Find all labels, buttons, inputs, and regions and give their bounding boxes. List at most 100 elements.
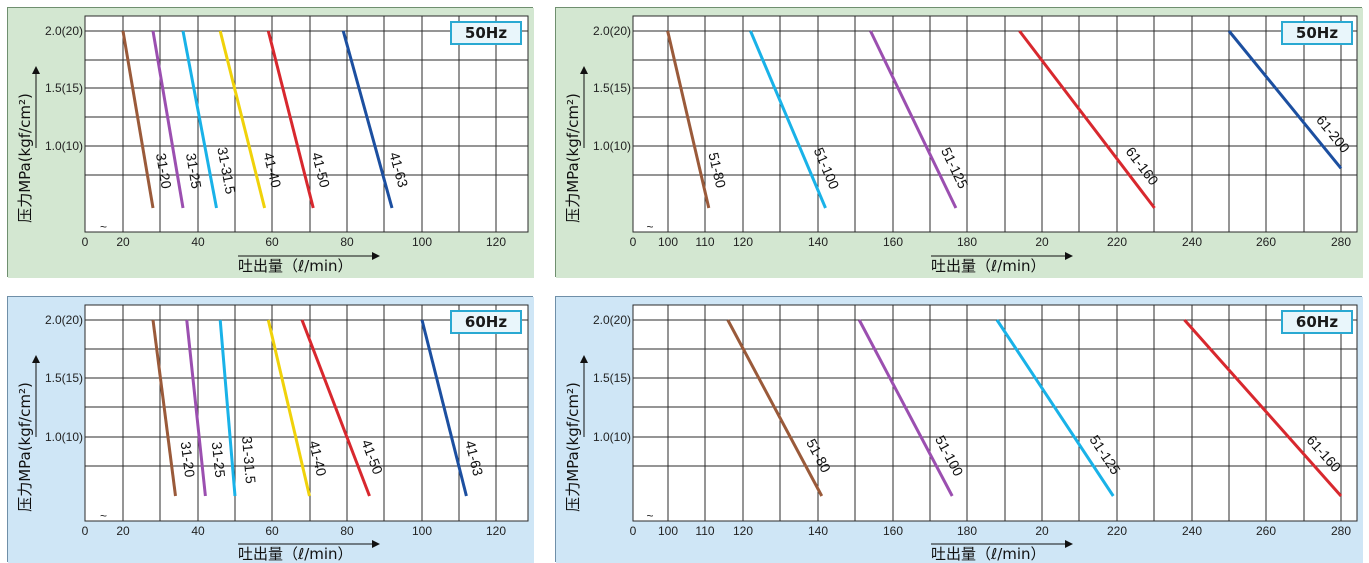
x-tick-label: 40 (191, 235, 205, 249)
frequency-label: 60Hz (465, 313, 507, 331)
frequency-badge (1281, 310, 1353, 334)
x-tick-label: 280 (1331, 524, 1351, 538)
x-tick-label: 260 (1256, 235, 1276, 249)
y-axis-title: 压力MPa(kgf/cm²) (16, 93, 34, 223)
series-label: 31-25 (183, 152, 205, 190)
series-line-31-31.5 (181, 30, 218, 209)
series-line-51-80 (726, 319, 824, 497)
x-tick-label: 20 (116, 524, 130, 538)
frequency-badge (450, 310, 522, 334)
series-line-31-25 (151, 30, 185, 209)
x-tick-label: 140 (808, 524, 828, 538)
frequency-badge (1281, 21, 1353, 45)
x-axis-arrowhead-icon (1065, 540, 1073, 548)
x-tick-label: 0 (82, 235, 89, 249)
series-line-51-125 (869, 30, 958, 209)
x-axis-title: 吐出量（ℓ/min） (238, 545, 353, 563)
y-tick-label: 1.5(15) (45, 81, 83, 95)
x-tick-label: 140 (808, 235, 828, 249)
series-line-31-20 (151, 319, 177, 497)
plot-area (632, 304, 1358, 522)
x-tick-label: 0 (82, 524, 89, 538)
frequency-label: 50Hz (1296, 24, 1338, 42)
frequency-label: 60Hz (1296, 313, 1338, 331)
series-line-51-80 (666, 30, 711, 209)
x-tick-label: 20 (1035, 235, 1049, 249)
x-axis-title: 吐出量（ℓ/min） (238, 257, 353, 275)
frequency-label: 50Hz (465, 24, 507, 42)
x-tick-label: 120 (733, 235, 753, 249)
y-tick-label: 1.5(15) (593, 81, 631, 95)
axis-break-icon: ~ (100, 509, 107, 523)
x-tick-label: 240 (1182, 235, 1202, 249)
x-tick-label: 60 (265, 524, 279, 538)
y-axis-title: 压力MPa(kgf/cm²) (16, 382, 34, 512)
chart-panel-60hz-small: ~2.0(20) 1.5(15) 1.0(10) 0 20 40 60 80 100 120 压力M… (7, 296, 534, 563)
x-tick-label: 80 (340, 524, 354, 538)
series-line-61-200 (1227, 30, 1343, 170)
series-line-31-20 (121, 30, 155, 209)
series-line-41-50 (300, 319, 371, 497)
series-line-51-100 (749, 30, 827, 209)
y-tick-label: 2.0(20) (593, 313, 631, 327)
y-tick-label: 2.0(20) (45, 24, 83, 38)
y-tick-label: 1.0(10) (593, 139, 631, 153)
axis-break-icon: ~ (100, 220, 107, 234)
series-label: 41-40 (306, 439, 330, 478)
series-line-61-160 (1183, 319, 1343, 497)
series-line-61-160 (1018, 30, 1156, 209)
x-tick-label: 40 (191, 524, 205, 538)
series-label: 31-20 (153, 152, 175, 190)
x-tick-label: 180 (957, 235, 977, 249)
x-tick-label: 240 (1182, 524, 1202, 538)
chart-panel-50hz-large: ~2.0(20) 1.5(15) 1.0(10) 0 100 110 120 140 160 18… (555, 7, 1363, 278)
x-tick-label: 100 (658, 235, 678, 249)
x-axis-title: 吐出量（ℓ/min） (931, 545, 1046, 563)
x-tick-label: 100 (412, 235, 432, 249)
x-tick-label: 100 (658, 524, 678, 538)
x-tick-label: 220 (1107, 235, 1127, 249)
axis-break-icon: ~ (647, 509, 654, 523)
chart-svg: ~2.0(20) 1.5(15) 1.0(10) 0 100 110 120 140 160 18… (556, 297, 1363, 563)
plot-area (84, 15, 529, 233)
y-tick-label: 1.0(10) (45, 139, 83, 153)
chart-panel-50hz-small: ~2.0(20) 1.5(15) 1.0(10) 0 20 40 60 80 100 120 压力M… (7, 7, 534, 278)
chart-svg: ~2.0(20) 1.5(15) 1.0(10) 0 20 40 60 80 100 120 压力M… (8, 8, 534, 278)
y-tick-label: 2.0(20) (45, 313, 83, 327)
axis-break-icon: ~ (647, 220, 654, 234)
x-tick-label: 160 (883, 235, 903, 249)
series-line-41-50 (266, 30, 315, 209)
series-label: 31-31.5 (239, 436, 259, 485)
x-tick-label: 20 (116, 235, 130, 249)
x-axis-arrowhead-icon (372, 540, 380, 548)
series-label: 51-80 (705, 151, 729, 190)
y-axis-arrowhead-icon (32, 66, 40, 74)
x-axis-arrowhead-icon (1065, 252, 1073, 260)
chart-svg: ~2.0(20) 1.5(15) 1.0(10) 0 100 110 120 140 160 18… (556, 8, 1363, 278)
x-tick-label: 260 (1256, 524, 1276, 538)
series-line-41-40 (266, 319, 311, 497)
series-line-41-63 (341, 30, 394, 209)
y-axis-arrowhead-icon (32, 355, 40, 363)
plot-area (632, 15, 1358, 233)
y-tick-label: 1.5(15) (45, 371, 83, 385)
x-tick-label: 20 (1035, 524, 1049, 538)
x-tick-label: 60 (265, 235, 279, 249)
y-tick-label: 2.0(20) (593, 24, 631, 38)
x-tick-label: 220 (1107, 524, 1127, 538)
y-axis-arrowhead-icon (580, 66, 588, 74)
x-axis-title: 吐出量（ℓ/min） (931, 257, 1046, 275)
x-tick-label: 0 (630, 524, 637, 538)
x-tick-label: 160 (883, 524, 903, 538)
x-tick-label: 120 (733, 524, 753, 538)
series-line-41-40 (218, 30, 267, 209)
frequency-badge (450, 21, 522, 45)
series-line-31-31.5 (218, 319, 237, 497)
series-line-31-25 (185, 319, 207, 497)
y-axis-title: 压力MPa(kgf/cm²) (564, 93, 582, 223)
y-axis-title: 压力MPa(kgf/cm²) (564, 382, 582, 512)
x-tick-label: 0 (630, 235, 637, 249)
y-tick-label: 1.0(10) (45, 430, 83, 444)
x-axis-arrowhead-icon (372, 252, 380, 260)
series-label: 31-25 (209, 441, 229, 479)
